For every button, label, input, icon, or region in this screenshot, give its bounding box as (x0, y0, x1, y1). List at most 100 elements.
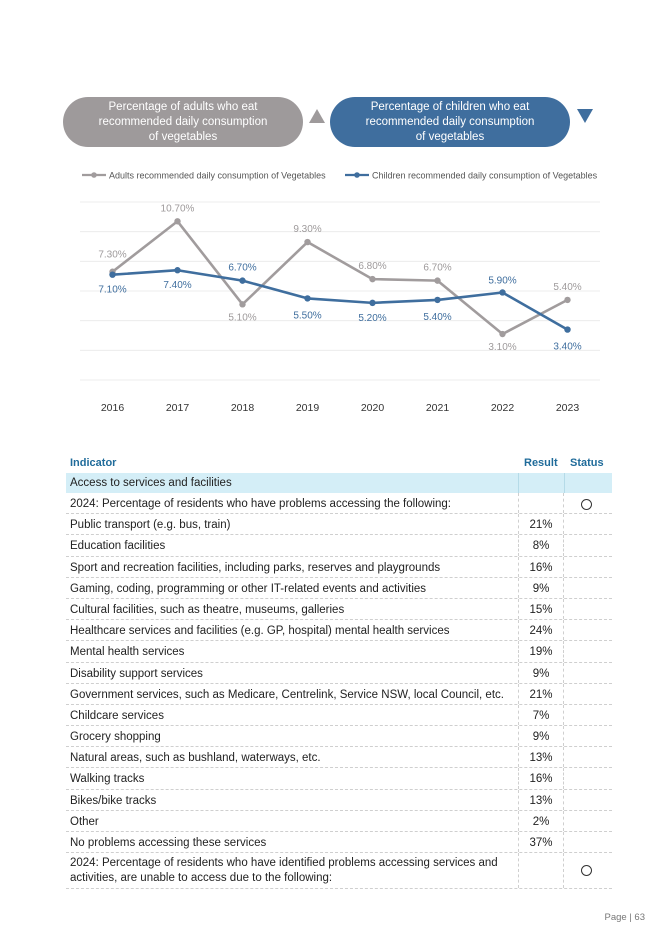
row-result: 15% (518, 598, 564, 620)
legend-marker (354, 172, 360, 178)
row-label: Childcare services (70, 709, 164, 722)
row-result: 21% (518, 683, 564, 704)
data-point (304, 238, 311, 246)
table-row: Bikes/bike tracks 13% (66, 789, 612, 811)
row-result (518, 493, 564, 514)
row-result: 16% (518, 556, 564, 577)
data-point (239, 301, 246, 308)
row-result: 19% (518, 641, 564, 662)
row-label: Walking tracks (70, 773, 145, 786)
data-label: 5.10% (228, 312, 256, 323)
data-label: 7.10% (98, 285, 126, 296)
header-result: Result (524, 457, 558, 469)
table-row: 2024: Percentage of residents who have i… (66, 853, 612, 890)
row-result: 8% (518, 535, 564, 556)
table-row: Gaming, coding, programming or other IT-… (66, 577, 612, 599)
table-row: Public transport (e.g. bus, train) 21% (66, 514, 612, 536)
up-triangle-icon (309, 109, 325, 123)
section-divider (518, 473, 519, 493)
series-line (112, 268, 569, 331)
table-row: Healthcare services and facilities (e.g.… (66, 620, 612, 642)
table-row: Other 2% (66, 810, 612, 832)
data-label: 5.20% (358, 313, 386, 324)
row-label: 2024: Percentage of residents who have i… (70, 857, 498, 885)
x-tick-label: 2017 (166, 402, 190, 414)
data-label: 10.70% (161, 203, 195, 214)
status-column (564, 493, 612, 889)
x-tick-label: 2018 (231, 402, 255, 414)
row-result: 24% (518, 620, 564, 641)
x-tick-label: 2020 (361, 402, 385, 414)
data-point (499, 330, 506, 338)
row-label: Other (70, 815, 99, 828)
data-point (499, 289, 506, 296)
x-tick-label: 2021 (426, 402, 450, 414)
row-label: No problems accessing these services (70, 837, 267, 849)
row-label: Cultural facilities, such as theatre, mu… (70, 603, 345, 616)
data-label: 6.80% (358, 261, 386, 272)
data-point (564, 296, 571, 304)
data-point (434, 277, 441, 284)
row-label: Gaming, coding, programming or other IT-… (70, 582, 427, 595)
data-point (304, 295, 311, 302)
table-row: Grocery shopping 9% (66, 726, 612, 748)
data-point (434, 296, 441, 304)
vegetable-consumption-line-chart: Adults recommended daily consumption of … (80, 171, 600, 414)
row-label: Grocery shopping (70, 731, 161, 744)
row-result: 9% (518, 577, 564, 598)
table-row: No problems accessing these services 37% (66, 832, 612, 854)
section-row: Access to services and facilities (66, 473, 612, 493)
table-row: 2024: Percentage of residents who have p… (66, 493, 612, 515)
table-row: Cultural facilities, such as theatre, mu… (66, 598, 612, 621)
header-status: Status (570, 457, 604, 469)
table-row: Childcare services 7% (66, 704, 612, 727)
indicator-table: 2024: Percentage of residents who have p… (66, 493, 612, 890)
row-result: 2% (518, 810, 564, 831)
row-result: 13% (518, 789, 564, 810)
row-label: Government services, such as Medicare, C… (70, 688, 504, 701)
data-label: 7.30% (98, 250, 126, 261)
row-result: 13% (518, 747, 564, 768)
table-row: Mental health services 19% (66, 641, 612, 663)
table-row: Education facilities 8% (66, 535, 612, 557)
status-circle-icon (581, 499, 592, 510)
row-result (518, 853, 564, 889)
data-label: 6.70% (228, 263, 256, 274)
data-label: 9.30% (293, 224, 321, 235)
children-pill-text: Percentage of children who eat recommend… (365, 100, 535, 143)
row-label: Disability support services (70, 667, 203, 680)
data-label: 3.10% (488, 342, 516, 353)
table-row: Disability support services 9% (66, 662, 612, 684)
x-tick-label: 2019 (296, 402, 320, 414)
row-label: Bikes/bike tracks (70, 794, 157, 807)
down-triangle-icon (577, 109, 593, 123)
data-point (369, 275, 376, 283)
row-result: 16% (518, 768, 564, 789)
data-point (369, 299, 376, 307)
page-number: Page | 63 (604, 912, 645, 923)
legend-marker (91, 172, 97, 178)
row-label: Natural areas, such as bushland, waterwa… (70, 752, 321, 765)
data-label: 3.40% (553, 342, 581, 353)
data-label: 5.50% (293, 310, 321, 321)
data-label: 5.90% (488, 275, 516, 286)
children-vegetables-pill: Percentage of children who eat recommend… (330, 97, 570, 147)
data-label: 5.40% (553, 282, 581, 293)
table-row: Walking tracks 16% (66, 768, 612, 790)
row-label: Healthcare services and facilities (e.g.… (70, 625, 450, 638)
data-label: 7.40% (163, 280, 191, 291)
legend-label: Adults recommended daily consumption of … (109, 171, 326, 181)
data-point (239, 277, 246, 284)
data-label: 5.40% (423, 312, 451, 323)
data-point (174, 267, 181, 274)
adults-vegetables-pill: Percentage of adults who eat recommended… (63, 97, 303, 147)
series-line (111, 219, 569, 336)
header-indicator: Indicator (70, 457, 117, 469)
adults-pill-text: Percentage of adults who eat recommended… (98, 100, 268, 143)
row-label: Education facilities (70, 540, 166, 553)
x-tick-label: 2023 (556, 402, 580, 414)
row-result: 37% (518, 832, 564, 853)
row-label: Mental health services (70, 646, 185, 659)
x-tick-label: 2016 (101, 402, 125, 414)
data-point (564, 326, 571, 333)
